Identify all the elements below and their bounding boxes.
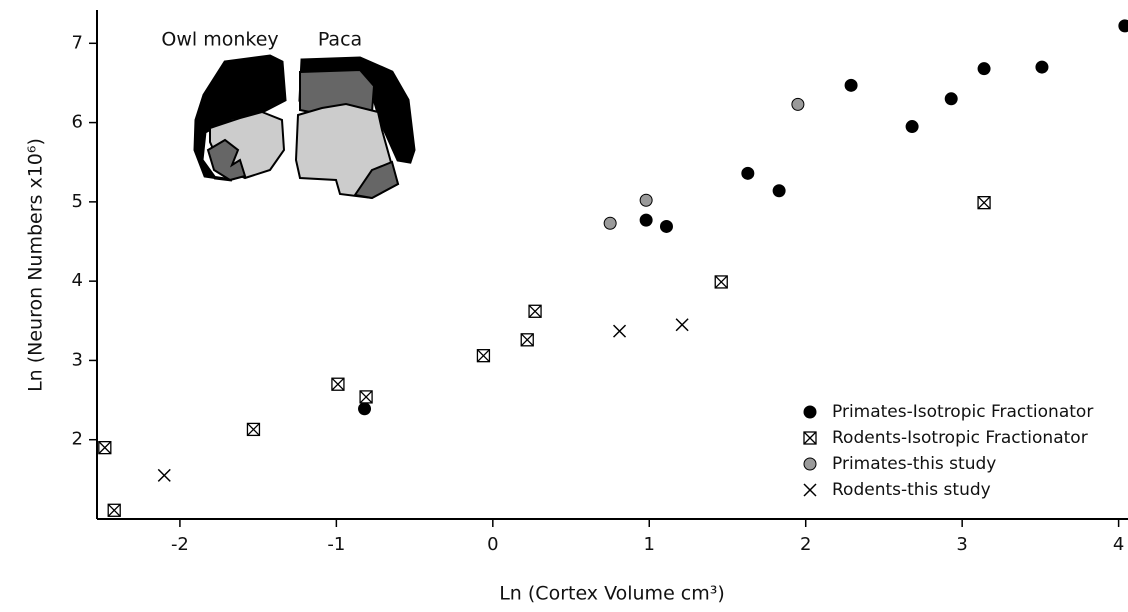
marker-circle xyxy=(772,184,786,198)
point xyxy=(613,324,627,338)
paca-dark-patch xyxy=(353,160,400,200)
y-tick-label: 6 xyxy=(72,112,83,133)
marker-circle xyxy=(977,62,991,76)
x-tick-label: -2 xyxy=(171,534,189,555)
marker-cross xyxy=(359,390,373,404)
point xyxy=(358,402,372,416)
marker-circle xyxy=(639,213,653,227)
legend-marker xyxy=(803,405,817,419)
marker-circle xyxy=(1035,60,1049,74)
point xyxy=(331,377,345,391)
marker-circle xyxy=(358,402,372,416)
marker-circle xyxy=(603,216,617,230)
y-axis-label: Ln (Neuron Numbers x10⁶) xyxy=(25,138,47,392)
annotation: Owl monkey xyxy=(161,29,278,51)
legend-label: Primates-this study xyxy=(832,454,996,474)
point xyxy=(905,120,919,134)
marker-cross xyxy=(246,422,260,436)
brain-illustration xyxy=(193,54,416,200)
marker-circle xyxy=(639,193,653,207)
x-tick-label: 2 xyxy=(800,534,811,555)
point xyxy=(359,390,373,404)
y-tick-label: 3 xyxy=(72,349,83,370)
point xyxy=(977,62,991,76)
point xyxy=(639,193,653,207)
y-tick-label: 5 xyxy=(72,191,83,212)
legend-marker xyxy=(803,483,817,497)
marker-circle xyxy=(791,97,805,111)
x-tick-label: 3 xyxy=(956,534,967,555)
x-tick-label: 0 xyxy=(487,534,498,555)
x-axis-label: Ln (Cortex Volume cm³) xyxy=(499,583,725,605)
marker-circle xyxy=(844,78,858,92)
annotation: Paca xyxy=(318,29,362,51)
legend-label: Rodents-Isotropic Fractionator xyxy=(832,428,1088,448)
point xyxy=(520,333,534,347)
y-tick-label: 7 xyxy=(72,32,83,53)
point xyxy=(98,440,112,455)
marker-cross xyxy=(98,441,112,455)
owl-monkey-gray xyxy=(206,138,247,182)
marker-cross xyxy=(613,324,627,338)
point xyxy=(639,213,653,227)
point xyxy=(675,318,689,332)
y-tick-label: 4 xyxy=(72,270,83,291)
legend-label: Rodents-this study xyxy=(832,480,991,500)
x-tick-label: 1 xyxy=(644,534,655,555)
marker-cross xyxy=(157,468,171,482)
point xyxy=(741,166,755,180)
legend-marker xyxy=(803,431,817,445)
point xyxy=(603,216,617,230)
point xyxy=(944,92,958,106)
point xyxy=(476,349,491,363)
point xyxy=(157,468,171,482)
marker-circle xyxy=(944,92,958,106)
point xyxy=(528,304,542,318)
marker-cross xyxy=(107,503,121,517)
point xyxy=(977,196,991,210)
marker-cross xyxy=(528,304,542,318)
marker-cross xyxy=(803,431,817,445)
point xyxy=(107,503,121,517)
point xyxy=(772,184,786,198)
point xyxy=(714,275,728,289)
point xyxy=(791,97,805,111)
marker-circle xyxy=(803,457,817,471)
marker-cross xyxy=(520,333,534,347)
marker-circle xyxy=(905,120,919,134)
marker-cross xyxy=(675,318,689,332)
owl-monkey-outline xyxy=(193,54,287,182)
x-tick-label: 4 xyxy=(1113,534,1124,555)
marker-circle xyxy=(741,166,755,180)
marker-circle xyxy=(1118,19,1128,33)
point xyxy=(1035,60,1049,74)
marker-cross xyxy=(977,196,991,210)
marker-cross xyxy=(331,377,345,391)
point xyxy=(844,78,858,92)
marker-cross xyxy=(714,275,728,289)
legend-label: Primates-Isotropic Fractionator xyxy=(832,402,1093,422)
legend-marker xyxy=(803,457,817,471)
marker-cross xyxy=(803,483,817,497)
x-tick-label: -1 xyxy=(327,534,345,555)
marker-circle xyxy=(659,219,673,233)
point xyxy=(659,219,673,233)
point xyxy=(246,422,261,437)
marker-cross xyxy=(476,349,490,363)
marker-circle xyxy=(803,405,817,419)
point xyxy=(1118,19,1128,33)
y-tick-label: 2 xyxy=(72,429,83,450)
